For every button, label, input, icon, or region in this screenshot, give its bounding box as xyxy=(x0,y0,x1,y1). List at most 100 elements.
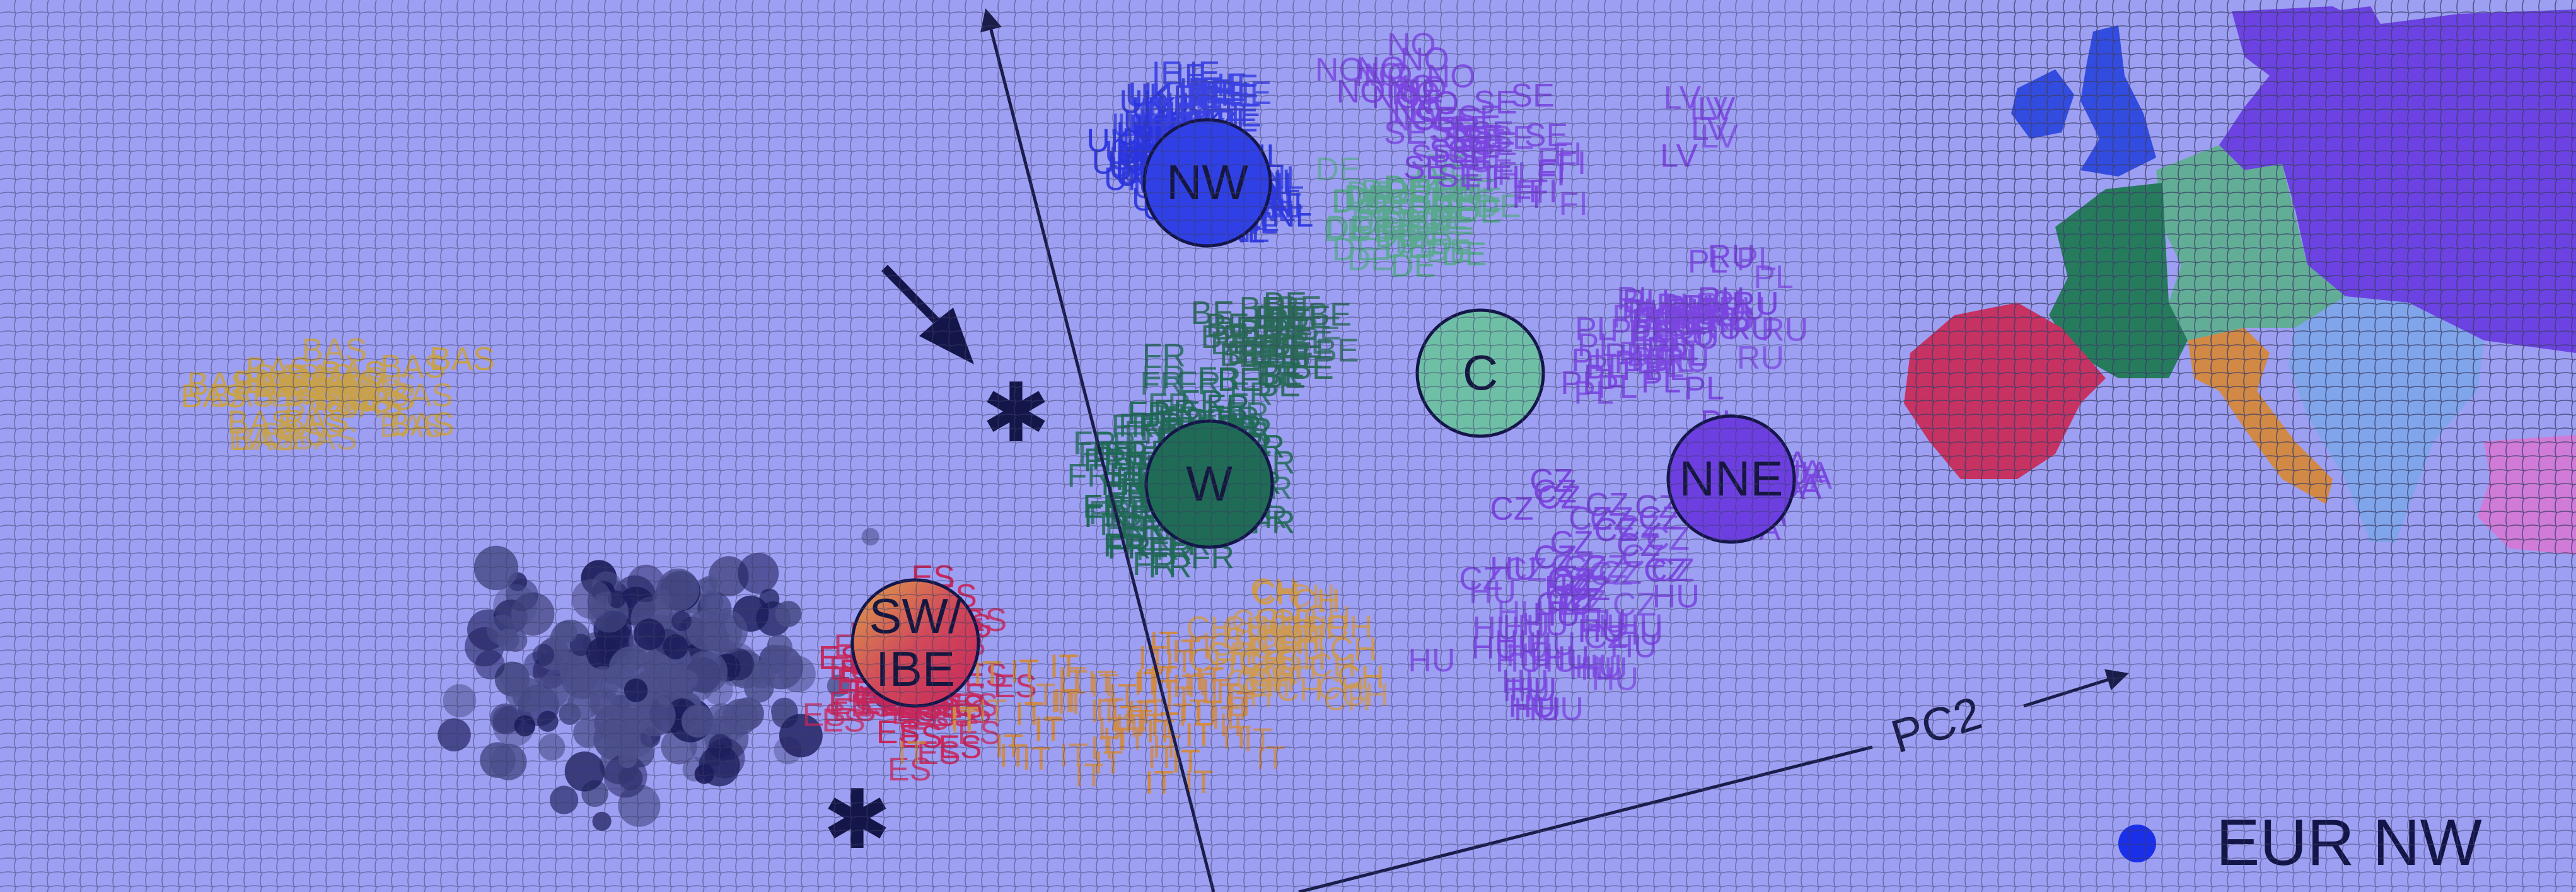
population-label-hu: HU xyxy=(1506,637,1553,673)
population-label-ru: RU xyxy=(1737,340,1784,376)
sample-dot xyxy=(671,611,692,632)
sample-dot xyxy=(694,764,714,784)
population-label-de: DE xyxy=(1315,151,1361,188)
sample-dot xyxy=(775,601,802,627)
cluster-label-w: W xyxy=(1186,456,1233,511)
cluster-nne: NNE xyxy=(1666,414,1796,544)
population-label-ch: CH xyxy=(1288,578,1335,615)
population-label-de: DE xyxy=(1355,206,1401,242)
population-label-it: IT xyxy=(1222,719,1251,756)
population-label-se: SE xyxy=(1384,115,1427,151)
star-marker-lower: ✱ xyxy=(823,772,891,867)
population-label-it: IT xyxy=(1090,730,1119,767)
population-label-ru: RU xyxy=(1708,239,1755,275)
cluster-label-nne: NNE xyxy=(1680,451,1784,506)
population-label-pl: PL xyxy=(1575,311,1615,348)
population-label-fi: FI xyxy=(1516,174,1545,211)
sample-dot xyxy=(475,649,505,680)
sample-dot xyxy=(642,650,667,676)
population-label-bas: BAS xyxy=(209,378,274,414)
population-label-it: IT xyxy=(950,704,979,740)
sample-dot xyxy=(490,703,521,734)
sample-dot xyxy=(722,698,759,735)
sample-dot xyxy=(622,727,653,758)
sample-dot xyxy=(681,705,714,738)
population-label-fi: FI xyxy=(1538,141,1567,178)
sample-dot xyxy=(624,678,648,702)
cluster-label-swibe: SW/ xyxy=(869,588,962,644)
cluster-c: C xyxy=(1415,308,1545,438)
population-label-hu: HU xyxy=(1536,691,1584,727)
sample-dot xyxy=(663,634,688,659)
cluster-nw: NW xyxy=(1142,118,1272,248)
sample-dot xyxy=(538,734,566,761)
sample-dot xyxy=(550,785,579,814)
population-label-it: IT xyxy=(1145,765,1174,801)
sample-dot xyxy=(861,528,879,546)
population-label-fr: FR xyxy=(1256,355,1299,391)
legend-label-eur-nw: EUR NW xyxy=(2216,806,2482,879)
population-label-be: BE xyxy=(1297,310,1341,347)
population-label-hu: HU xyxy=(1583,608,1630,644)
sample-dot xyxy=(473,545,519,591)
population-label-it: IT xyxy=(995,728,1024,765)
population-label-pl: PL xyxy=(1586,349,1627,385)
map-mosaic-overlay xyxy=(1891,0,2576,567)
population-label-it: IT xyxy=(1127,694,1156,731)
population-label-it: IT xyxy=(1090,668,1119,704)
population-label-it: IT xyxy=(1050,683,1079,720)
population-label-se: SE xyxy=(1403,150,1447,187)
population-label-ch: CH xyxy=(1317,670,1364,707)
sample-dot xyxy=(652,589,673,610)
population-label-lv: LV xyxy=(1660,137,1698,174)
sample-dot xyxy=(493,584,537,628)
population-label-it: IT xyxy=(978,693,1007,730)
europe-map xyxy=(1891,0,2576,567)
cluster-label-nw: NW xyxy=(1166,154,1248,210)
population-label-bas: BAS xyxy=(233,421,299,458)
population-label-bas: BAS xyxy=(388,407,454,443)
population-label-cz: CZ xyxy=(1490,490,1533,527)
cluster-w: W xyxy=(1144,419,1274,549)
sample-dot xyxy=(702,608,748,654)
population-label-it: IT xyxy=(898,735,927,772)
population-label-it: IT xyxy=(1227,686,1256,722)
sample-dot xyxy=(438,718,471,751)
sample-dot xyxy=(443,684,477,717)
population-label-it: IT xyxy=(1059,738,1088,774)
sample-dot xyxy=(532,644,555,666)
population-label-hu: HU xyxy=(1490,550,1537,587)
sample-dot xyxy=(571,579,612,620)
population-label-hu: HU xyxy=(1408,642,1455,679)
star-marker-upper: ✱ xyxy=(982,365,1050,461)
cluster-label-c: C xyxy=(1463,345,1498,400)
sample-dot xyxy=(512,678,547,712)
sample-dot xyxy=(586,666,620,699)
sample-dot xyxy=(490,743,527,780)
sample-dot xyxy=(554,621,577,644)
population-label-bas: BAS xyxy=(316,378,382,415)
sample-dot xyxy=(738,552,779,594)
sample-dot xyxy=(758,645,803,690)
population-label-lv: LV xyxy=(1698,91,1736,127)
population-label-ch: CH xyxy=(1275,672,1323,709)
population-label-ru: RU xyxy=(1671,304,1718,340)
sample-dot xyxy=(564,751,605,792)
population-label-lv: LV xyxy=(1664,79,1702,116)
sample-dot xyxy=(634,618,665,651)
sample-dot xyxy=(592,811,612,831)
cluster-swibe: SW/IBE xyxy=(850,578,980,708)
population-label-se: SE xyxy=(1511,78,1555,114)
legend-swatch-eur-nw xyxy=(2118,825,2156,862)
population-label-fi: FI xyxy=(1464,161,1493,198)
population-label-bas: BAS xyxy=(301,332,367,369)
population-label-fr: FR xyxy=(1111,408,1155,445)
population-label-no: NO xyxy=(1387,26,1436,63)
population-label-ie: IE xyxy=(1164,79,1195,116)
population-label-cz: CZ xyxy=(1537,479,1581,516)
population-label-no: NO xyxy=(1337,73,1386,110)
cluster-label-swibe: IBE xyxy=(876,641,955,697)
population-label-cz: CZ xyxy=(1550,525,1593,562)
